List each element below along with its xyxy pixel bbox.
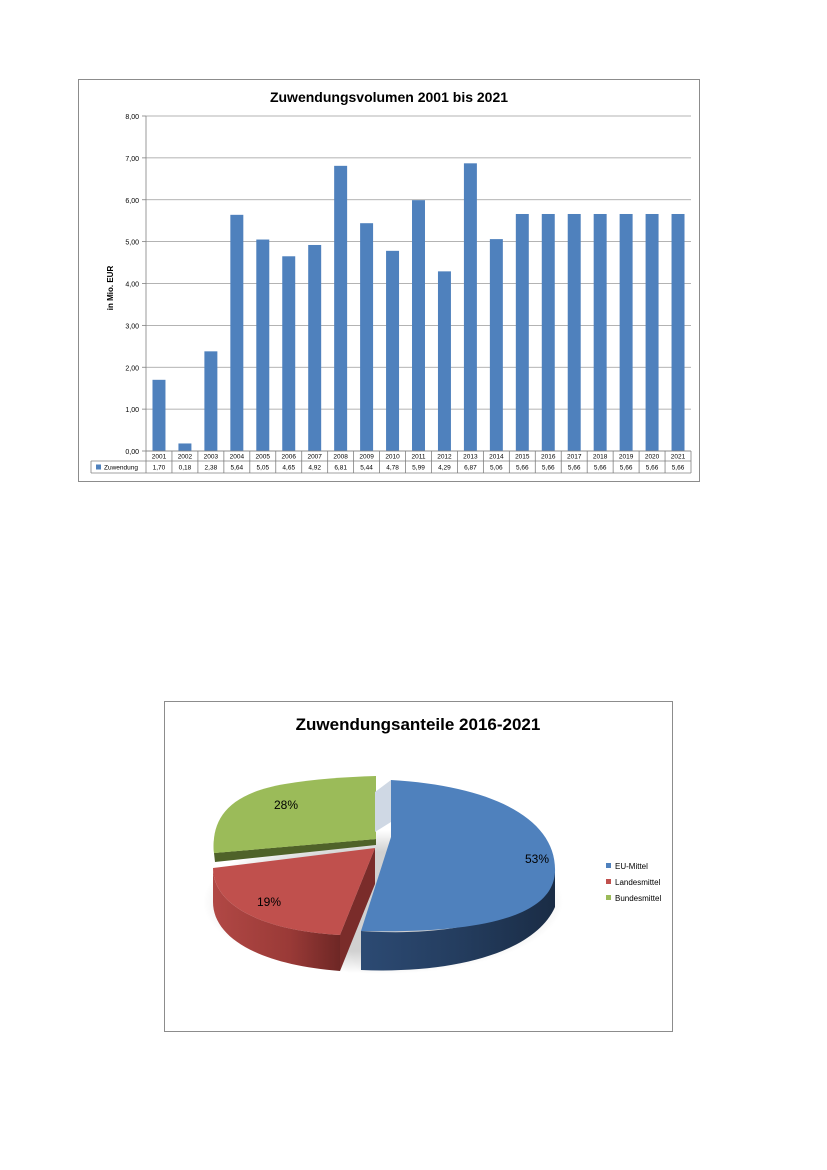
legend-swatch-eu-mittel — [606, 863, 611, 868]
y-tick-label: 4,00 — [125, 282, 139, 289]
bar-2006 — [282, 256, 296, 451]
bar-2008 — [334, 165, 348, 452]
data-label: 5,64 — [231, 465, 244, 472]
data-label: 5,05 — [256, 465, 269, 472]
data-label: 5,66 — [568, 465, 581, 472]
bar-2018 — [593, 213, 607, 451]
bar-2002 — [178, 443, 192, 451]
data-label: 5,06 — [490, 465, 503, 472]
legend-swatch-bundesmittel — [606, 895, 611, 900]
data-label: 4,29 — [438, 465, 451, 472]
y-tick-labels: 0,00 1,00 2,00 3,00 4,00 5,00 6,00 7,00 8,00 — [125, 114, 139, 456]
pie-chart-frame: Zuwendungsanteile 2016-2021 28% 19% 53% … — [164, 701, 673, 1032]
data-label: 5,66 — [542, 465, 555, 472]
bar-2010 — [386, 250, 400, 451]
bar-2014 — [489, 239, 503, 451]
bar-2007 — [308, 244, 322, 451]
x-tick-label: 2003 — [204, 454, 219, 461]
y-tick-label: 5,00 — [125, 240, 139, 247]
bar-2011 — [412, 200, 425, 451]
data-label: 5,66 — [646, 465, 659, 472]
x-tick-label: 2006 — [282, 454, 297, 461]
x-tick-label: 2016 — [541, 454, 556, 461]
data-label: 1,70 — [153, 465, 166, 472]
bar-2021 — [671, 213, 685, 451]
x-tick-label: 2015 — [515, 454, 530, 461]
data-label: 5,44 — [360, 465, 373, 472]
bar-2019 — [619, 213, 633, 451]
legend-swatch-landesmittel — [606, 879, 611, 884]
bar-2005 — [256, 239, 270, 451]
legend-swatch-zuwendung — [96, 464, 101, 470]
x-tick-label: 2007 — [307, 454, 322, 461]
data-label: 4,78 — [386, 465, 399, 472]
bar-2015 — [515, 213, 529, 451]
y-tick-label: 7,00 — [125, 156, 139, 163]
pie-label-landesmittel: 19% — [257, 895, 281, 909]
x-tick-label: 2002 — [178, 454, 193, 461]
pie-slice-landesmittel — [213, 848, 375, 971]
legend-label-eu-mittel: EU-Mittel — [615, 862, 648, 871]
bar-2016 — [541, 213, 555, 451]
bar-2001 — [152, 379, 166, 451]
data-label: 5,66 — [516, 465, 529, 472]
legend-label-zuwendung: Zuwendung — [104, 465, 138, 472]
bar-2020 — [645, 213, 659, 451]
bar-2004 — [230, 214, 244, 451]
x-tick-label: 2013 — [463, 454, 478, 461]
y-tick-label: 6,00 — [125, 198, 139, 205]
data-label: 5,66 — [594, 465, 607, 472]
x-tick-label: 2017 — [567, 454, 582, 461]
pie-slice-eu-mittel — [361, 780, 556, 971]
data-label: 6,87 — [464, 465, 477, 472]
y-tick-label: 3,00 — [125, 323, 139, 330]
data-label: 2,38 — [205, 465, 218, 472]
data-label: 0,18 — [179, 465, 192, 472]
bar-chart-title: Zuwendungsvolumen 2001 bis 2021 — [270, 89, 508, 105]
y-tick-label: 1,00 — [125, 407, 139, 414]
x-tick-label: 2019 — [619, 454, 634, 461]
x-tick-label: 2021 — [671, 454, 686, 461]
x-tick-label: 2008 — [333, 454, 348, 461]
x-tick-label: 2009 — [359, 454, 374, 461]
bar-chart-frame: Zuwendungsvolumen 2001 bis 2021 in Mio. … — [78, 79, 700, 482]
y-tick-label: 2,00 — [125, 365, 139, 372]
x-tick-label: 2011 — [412, 454, 426, 461]
bar-2009 — [360, 223, 374, 451]
bar-2017 — [567, 213, 581, 451]
pie-legend: EU-Mittel Landesmittel Bundesmittel — [606, 862, 661, 903]
legend-label-landesmittel: Landesmittel — [615, 878, 661, 887]
bar-2003 — [204, 351, 218, 451]
data-label: 5,99 — [412, 465, 425, 472]
bar-2012 — [437, 271, 451, 451]
pie-chart-title: Zuwendungsanteile 2016-2021 — [296, 715, 541, 734]
data-label: 5,66 — [620, 465, 633, 472]
data-label: 6,81 — [334, 465, 347, 472]
y-tick-label: 8,00 — [125, 114, 139, 121]
bars — [152, 163, 685, 452]
x-tick-label: 2020 — [645, 454, 660, 461]
x-tick-label: 2001 — [152, 454, 167, 461]
bar-chart: Zuwendungsvolumen 2001 bis 2021 in Mio. … — [90, 89, 692, 474]
pie-label-eu-mittel: 53% — [525, 852, 549, 866]
x-tick-label: 2010 — [385, 454, 400, 461]
x-tick-label: 2012 — [437, 454, 452, 461]
pie-label-bundesmittel: 28% — [274, 798, 298, 812]
data-label: 5,66 — [672, 465, 685, 472]
legend-label-bundesmittel: Bundesmittel — [615, 894, 661, 903]
x-tick-label: 2005 — [256, 454, 271, 461]
bar-2013 — [463, 163, 477, 451]
data-table: 2001 1,70 2002 0,18 2003 2,38 2004 5,64 2005 5,05… — [90, 450, 692, 474]
pie-chart: Zuwendungsanteile 2016-2021 28% 19% 53% … — [203, 715, 661, 974]
x-tick-label: 2018 — [593, 454, 608, 461]
bar-chart-y-axis-label: in Mio. EUR — [106, 266, 115, 311]
data-label: 4,92 — [308, 465, 321, 472]
x-tick-label: 2004 — [230, 454, 245, 461]
data-label: 4,65 — [282, 465, 295, 472]
pie-slice-bundesmittel — [213, 776, 376, 862]
x-tick-label: 2014 — [489, 454, 504, 461]
y-tick-label: 0,00 — [125, 449, 139, 456]
